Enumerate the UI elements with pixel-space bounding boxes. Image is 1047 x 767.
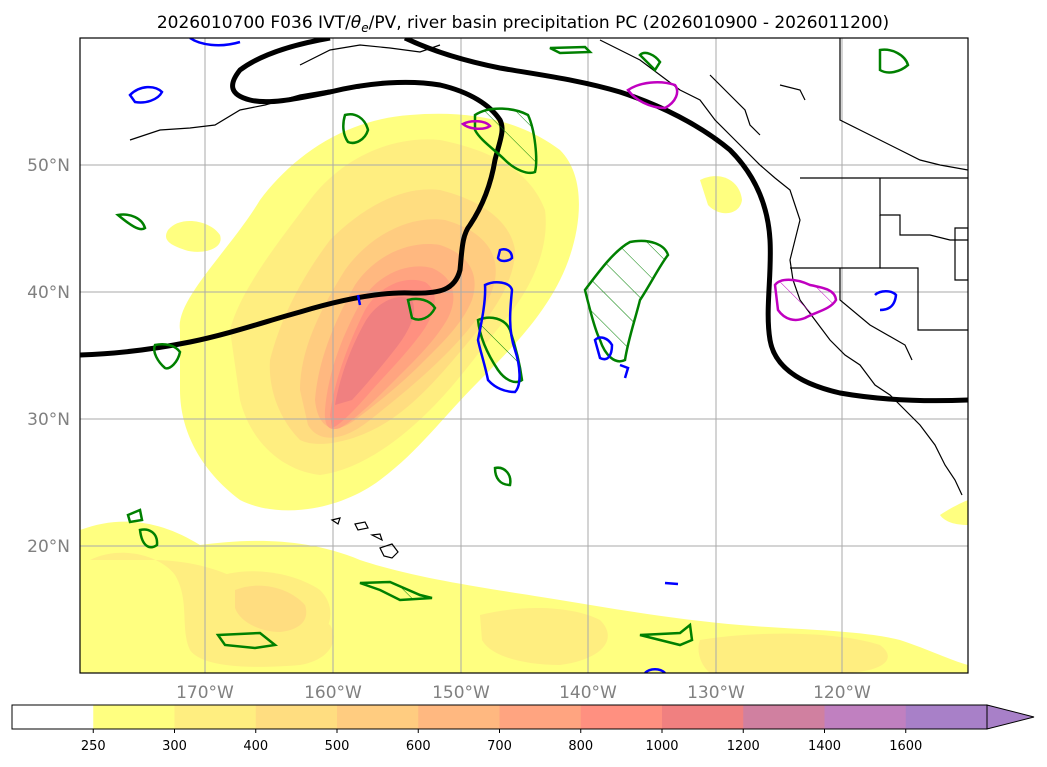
- colorbar-tick-label: 800: [568, 739, 593, 754]
- colorbar-tick-label: 1000: [645, 739, 678, 754]
- colorbar-segment: [662, 705, 744, 729]
- colorbar-segment: [905, 705, 988, 729]
- lat-label-50n: 50°N: [27, 156, 70, 176]
- lat-label-30n: 30°N: [27, 410, 70, 430]
- lat-label-40n: 40°N: [27, 283, 70, 303]
- colorbar-segments: [12, 705, 988, 729]
- colorbar-tick-label: 700: [487, 739, 512, 754]
- colorbar-segment: [174, 705, 257, 729]
- lat-label-20n: 20°N: [27, 537, 70, 557]
- colorbar-tick-label: 400: [243, 739, 268, 754]
- colorbar-segment: [12, 705, 94, 729]
- colorbar-segment: [255, 705, 338, 729]
- pv-contour: [80, 38, 968, 404]
- colorbar-segment: [580, 705, 663, 729]
- hawaii-islands: [330, 517, 399, 559]
- map-border: [79, 37, 969, 674]
- magenta-contours: [460, 81, 838, 322]
- colorbar-segment: [337, 705, 419, 729]
- colorbar-tick-label: 1400: [808, 739, 841, 754]
- colorbar-tick-label: 300: [162, 739, 187, 754]
- map-plot-area: [80, 38, 968, 673]
- colorbar-segment: [418, 705, 500, 729]
- colorbar-segment: [824, 705, 907, 729]
- colorbar-tick-label: 250: [81, 739, 106, 754]
- lon-label-150w: 150°W: [432, 683, 490, 703]
- colorbar-segment: [743, 705, 825, 729]
- theta-e-contours: [115, 45, 910, 650]
- longitude-labels: 170°W 160°W 150°W 140°W 130°W 120°W: [176, 683, 871, 703]
- chart-title: 2026010700 F036 IVT/θe/PV, river basin p…: [157, 13, 889, 35]
- colorbar-tick-label: 600: [406, 739, 431, 754]
- lon-label-130w: 130°W: [687, 683, 745, 703]
- coastlines: [129, 38, 968, 496]
- lon-label-120w: 120°W: [813, 683, 871, 703]
- latitude-labels: 50°N 40°N 30°N 20°N: [27, 156, 70, 557]
- colorbar-segment: [499, 705, 582, 729]
- colorbar-tick-label: 500: [325, 739, 350, 754]
- colorbar-tick-label: 1600: [889, 739, 922, 754]
- colorbar-tick-label: 1200: [727, 739, 760, 754]
- colorbar-extend-arrow: [986, 704, 1035, 730]
- colorbar: 250 300 400 500 600 700 800 1000 1200 1400 1600: [11, 704, 1035, 754]
- lon-label-160w: 160°W: [304, 683, 362, 703]
- lon-label-170w: 170°W: [176, 683, 234, 703]
- blue-contours: [128, 38, 898, 673]
- colorbar-segment: [93, 705, 175, 729]
- colorbar-ticks: 250 300 400 500 600 700 800 1000 1200 1400 1600: [81, 729, 922, 754]
- lon-label-140w: 140°W: [559, 683, 617, 703]
